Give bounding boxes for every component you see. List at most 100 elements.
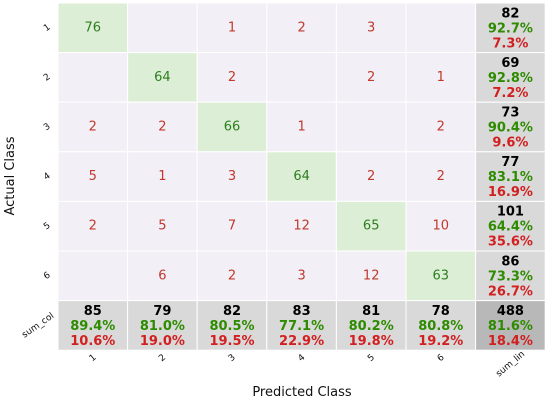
cell-count-label: 2 bbox=[367, 169, 375, 184]
summary-error-label: 10.6% bbox=[70, 334, 115, 349]
cell-count-label: 66 bbox=[224, 120, 241, 135]
summary-total-label: 81 bbox=[362, 304, 380, 319]
cell-count-label: 3 bbox=[367, 20, 375, 35]
cell-count-label: 6 bbox=[158, 268, 166, 283]
matrix-cell bbox=[405, 151, 477, 202]
matrix-cell bbox=[475, 151, 546, 202]
matrix-cell bbox=[475, 101, 546, 153]
summary-correct-label: 80.8% bbox=[418, 319, 463, 334]
cell-count-label: 76 bbox=[85, 20, 102, 35]
summary-total-label: 79 bbox=[153, 304, 171, 319]
cell-count-label: 63 bbox=[433, 268, 450, 283]
matrix-cell bbox=[266, 52, 337, 103]
summary-total-label: 82 bbox=[223, 304, 241, 319]
summary-error-label: 19.8% bbox=[349, 334, 394, 349]
cell-count-label: 64 bbox=[293, 169, 310, 184]
x-tick-label: 6 bbox=[436, 353, 447, 365]
cell-count-label: 2 bbox=[89, 219, 97, 234]
cell-count-label: 65 bbox=[363, 219, 380, 234]
summary-total-label: 85 bbox=[84, 304, 102, 319]
summary-correct-label: 83.1% bbox=[488, 170, 533, 185]
cell-count-label: 64 bbox=[154, 70, 171, 85]
summary-correct-label: 73.3% bbox=[488, 269, 533, 284]
summary-total-label: 82 bbox=[501, 6, 519, 21]
matrix-cell bbox=[196, 101, 268, 153]
y-tick-label: 4 bbox=[42, 171, 53, 183]
matrix-cell bbox=[405, 101, 477, 153]
summary-error-label: 19.5% bbox=[209, 334, 254, 349]
summary-correct-label: 80.2% bbox=[349, 319, 394, 334]
cell-count-label: 12 bbox=[293, 219, 310, 234]
summary-correct-label: 90.4% bbox=[488, 121, 533, 136]
summary-correct-label: 89.4% bbox=[70, 319, 115, 334]
matrix-cell bbox=[405, 2, 477, 54]
cell-count-label: 2 bbox=[158, 120, 166, 135]
matrix-cell bbox=[196, 200, 268, 252]
cell-count-label: 2 bbox=[228, 268, 236, 283]
cell-count-label: 5 bbox=[89, 169, 97, 184]
y-tick-label: 2 bbox=[42, 72, 52, 83]
summary-correct-label: 64.4% bbox=[488, 220, 533, 235]
x-tick-label: 3 bbox=[227, 353, 238, 364]
summary-total-label: 73 bbox=[501, 106, 519, 121]
summary-error-label: 16.9% bbox=[488, 185, 533, 200]
y-tick-label: 1 bbox=[42, 22, 52, 33]
summary-error-label: 19.2% bbox=[418, 334, 463, 349]
cell-count-label: 1 bbox=[437, 70, 445, 85]
matrix-cell bbox=[196, 300, 268, 351]
matrix-cell bbox=[475, 300, 546, 351]
summary-error-label: 35.6% bbox=[488, 235, 533, 250]
summary-total-label: 86 bbox=[501, 254, 519, 269]
y-tick-label: sum_col bbox=[20, 311, 56, 340]
y-tick-label: 6 bbox=[42, 270, 53, 282]
cell-count-label: 2 bbox=[89, 120, 97, 135]
matrix-cell bbox=[475, 250, 546, 302]
summary-error-label: 18.4% bbox=[488, 334, 533, 349]
summary-error-label: 7.2% bbox=[492, 86, 528, 101]
summary-correct-label: 81.6% bbox=[488, 319, 533, 334]
x-axis-label: Predicted Class bbox=[252, 385, 352, 400]
summary-total-label: 77 bbox=[501, 155, 519, 170]
x-tick-label: 4 bbox=[297, 353, 308, 365]
matrix-cell bbox=[127, 250, 198, 302]
summary-total-label: 101 bbox=[497, 205, 524, 220]
cell-count-label: 2 bbox=[228, 70, 236, 85]
cell-count-label: 2 bbox=[437, 120, 445, 135]
summary-total-label: 83 bbox=[293, 304, 311, 319]
summary-total-label: 488 bbox=[497, 304, 524, 319]
cell-count-label: 10 bbox=[433, 219, 450, 234]
y-tick-label: 3 bbox=[42, 122, 52, 133]
matrix-cell bbox=[57, 151, 129, 202]
matrix-cell bbox=[196, 2, 268, 54]
matrix-cell bbox=[335, 101, 407, 153]
cell-count-label: 1 bbox=[297, 120, 305, 135]
summary-error-label: 7.3% bbox=[492, 36, 528, 51]
summary-correct-label: 80.5% bbox=[209, 319, 254, 334]
matrix-cell bbox=[57, 300, 129, 351]
summary-error-label: 22.9% bbox=[279, 334, 324, 349]
summary-correct-label: 77.1% bbox=[279, 319, 324, 334]
y-axis-label: Actual Class bbox=[3, 136, 18, 215]
cell-count-label: 3 bbox=[228, 169, 236, 184]
matrix-cell bbox=[196, 52, 268, 103]
summary-total-label: 69 bbox=[501, 56, 519, 71]
summary-total-label: 78 bbox=[432, 304, 450, 319]
cell-count-label: 7 bbox=[228, 219, 236, 234]
matrix-cell bbox=[127, 2, 198, 54]
matrix-cells bbox=[57, 2, 546, 351]
x-tick-label: sum_lin bbox=[494, 350, 527, 380]
matrix-cell bbox=[127, 151, 198, 202]
matrix-cell bbox=[405, 300, 477, 351]
matrix-cell bbox=[335, 250, 407, 302]
matrix-cell bbox=[57, 200, 129, 252]
summary-correct-label: 92.8% bbox=[488, 71, 533, 86]
matrix-cell bbox=[127, 101, 198, 153]
cell-count-label: 12 bbox=[363, 268, 380, 283]
cell-count-label: 5 bbox=[158, 219, 166, 234]
matrix-cell bbox=[266, 101, 337, 153]
cell-count-label: 2 bbox=[367, 70, 375, 85]
summary-error-label: 19.0% bbox=[140, 334, 185, 349]
x-tick-label: 2 bbox=[157, 353, 168, 364]
